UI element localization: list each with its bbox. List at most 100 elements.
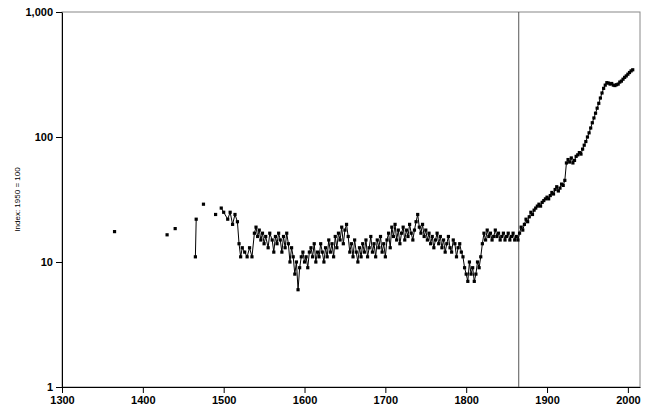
data-point [521,228,524,231]
data-point [309,246,312,249]
data-point [573,159,576,162]
data-point [295,260,298,263]
tick-label: 1700 [374,394,398,406]
data-point [497,232,500,235]
data-point [292,255,295,258]
data-point [563,179,566,182]
data-point [282,235,285,238]
data-point [379,235,382,238]
data-point [549,194,552,197]
axis-line [62,13,63,388]
data-point [557,189,560,192]
data-point [453,242,456,245]
data-point [313,242,316,245]
tick-label: 1900 [535,394,559,406]
y-axis-title: Index: 1950 = 100 [13,167,22,232]
data-point [419,232,422,235]
data-point [499,238,502,241]
y-axis: 1101001,000 [25,6,62,393]
tick-mark [143,387,144,393]
data-point [272,251,275,254]
data-point [400,232,403,235]
data-point [444,251,447,254]
data-point [347,235,350,238]
data-point [460,251,463,254]
data-point [262,242,265,245]
data-point [290,246,293,249]
data-point [526,220,529,223]
tick-mark [62,387,63,393]
data-point [482,232,485,235]
tick-label: 100 [35,131,53,143]
data-point [555,185,558,188]
data-point [236,220,239,223]
data-point [596,107,599,110]
data-point [594,112,597,115]
data-point [222,211,225,214]
data-point [231,223,234,226]
data-point [447,235,450,238]
data-point [340,226,343,229]
data-point [254,226,257,229]
tick-mark [56,137,62,138]
data-point [280,251,283,254]
data-point [261,232,264,235]
data-point [416,213,419,216]
data-point [264,235,267,238]
data-point [243,251,246,254]
data-point [314,260,317,263]
tick: 2000 [616,387,640,406]
data-point [275,242,278,245]
data-point [343,228,346,231]
reference-line [518,12,519,387]
tick-label: 1600 [293,394,317,406]
data-point [476,260,479,263]
data-point [565,161,568,164]
data-point [374,255,377,258]
data-point [513,238,516,241]
data-point [332,255,335,258]
data-point [226,218,229,221]
data-point [484,238,487,241]
axis-line [63,387,641,388]
data-point [288,260,291,263]
markers [113,68,634,291]
data-point [330,242,333,245]
data-point [342,242,345,245]
data-point [308,251,311,254]
data-point [363,251,366,254]
tick-label: 10 [41,256,53,268]
data-point [429,242,432,245]
data-point [358,246,361,249]
data-point [372,242,375,245]
data-point [579,152,582,155]
tick-label: 1500 [212,394,236,406]
tick-mark [305,387,306,393]
data-point [360,255,363,258]
data-point [414,220,417,223]
data-point [246,255,249,258]
data-point [591,121,594,124]
data-point [279,238,282,241]
data-point [376,238,379,241]
data-point [413,228,416,231]
data-point [329,251,332,254]
data-point [355,251,358,254]
data-point [390,226,393,229]
data-point [194,255,197,258]
data-point [586,135,589,138]
data-point [195,218,198,221]
data-point [348,251,351,254]
data-point [345,223,348,226]
data-point [220,206,223,209]
data-point [516,238,519,241]
tick-label: 1,000 [25,6,53,18]
data-point [448,246,451,249]
tick: 1900 [535,387,559,406]
data-point [233,213,236,216]
data-point [306,266,309,269]
data-point [479,255,482,258]
data-point [351,255,354,258]
data-point [508,238,511,241]
data-point [458,242,461,245]
